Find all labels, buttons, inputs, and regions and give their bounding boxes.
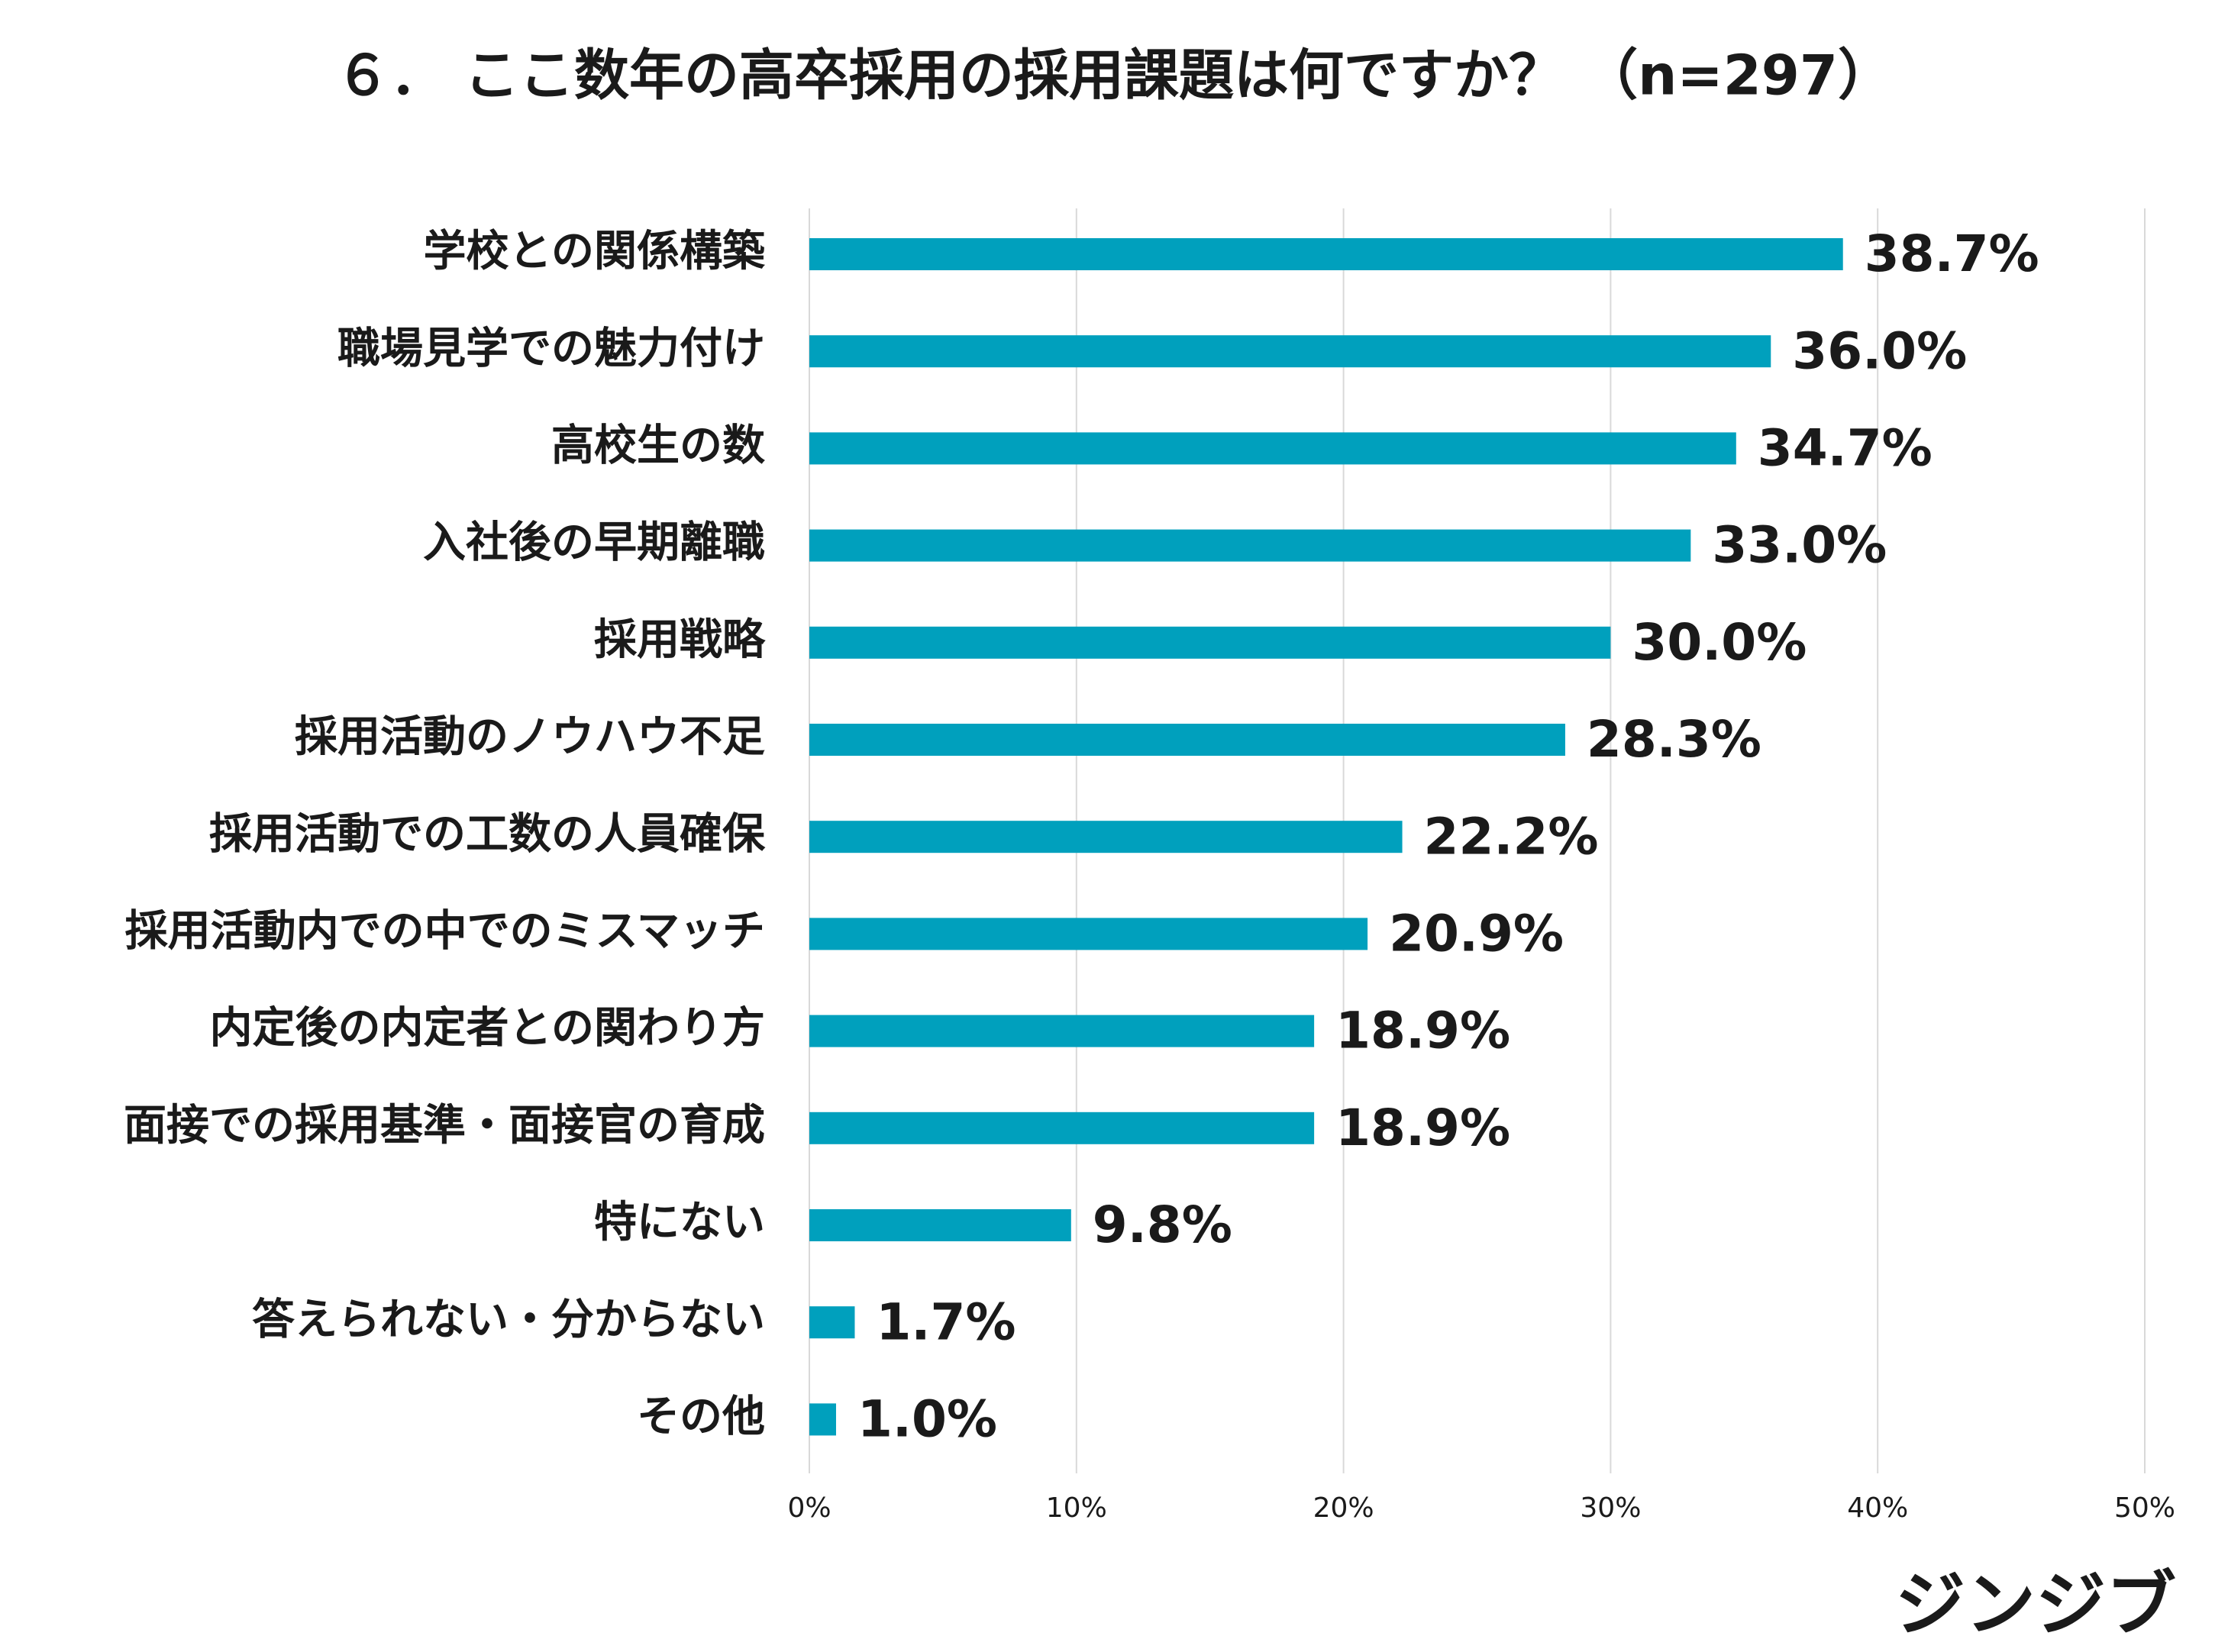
category-label: 高校生の数 <box>551 421 765 471</box>
category-label: 採用活動のノウハウ不足 <box>295 712 765 762</box>
value-label: 18.9% <box>1335 1099 1510 1157</box>
bar <box>809 724 1565 756</box>
category-label: 学校との関係構築 <box>424 227 766 276</box>
value-label: 36.0% <box>1792 321 1967 380</box>
bar <box>809 626 1611 659</box>
bar <box>809 529 1691 562</box>
bar <box>809 238 1843 270</box>
x-tick-label: 10% <box>1046 1492 1107 1524</box>
value-label: 1.0% <box>857 1389 997 1448</box>
category-label: 採用戦略 <box>594 615 766 665</box>
bar <box>809 1209 1071 1241</box>
category-label: 答えられない・分からない <box>252 1295 765 1344</box>
value-label: 22.2% <box>1424 807 1599 866</box>
value-label: 33.0% <box>1712 516 1887 575</box>
brand-logo: ジンジブ <box>1895 1563 2176 1645</box>
value-label: 1.7% <box>876 1292 1016 1351</box>
x-tick-label: 20% <box>1313 1492 1374 1524</box>
category-label: 特にない <box>594 1198 765 1247</box>
bar <box>809 1112 1315 1144</box>
chart-title: ６． ここ数年の高卒採用の採用課題は何ですか？ （n=297） <box>335 44 1893 108</box>
value-label: 34.7% <box>1758 418 1933 477</box>
category-label: 採用活動内での中でのミスマッチ <box>125 907 765 957</box>
bar <box>809 432 1736 465</box>
value-label: 9.8% <box>1093 1195 1232 1254</box>
x-tick-label: 30% <box>1580 1492 1641 1524</box>
bar <box>809 1403 836 1436</box>
value-label: 20.9% <box>1389 904 1564 963</box>
category-label: 職場見学での魅力付け <box>337 324 765 373</box>
bar <box>809 1306 855 1339</box>
bar <box>809 821 1403 853</box>
value-label: 30.0% <box>1632 613 1807 672</box>
category-label: 面接での採用基準・面接官の育成 <box>124 1101 765 1150</box>
value-label: 28.3% <box>1587 710 1761 769</box>
bar <box>809 335 1771 368</box>
category-label: 採用活動での工数の人員確保 <box>209 809 766 859</box>
x-tick-label: 0% <box>787 1492 831 1524</box>
category-label: その他 <box>637 1392 765 1442</box>
category-label: 内定後の内定者との関わり方 <box>210 1004 765 1053</box>
bar <box>809 918 1368 950</box>
category-label: 入社後の早期離職 <box>423 518 765 568</box>
x-tick-label: 50% <box>2114 1492 2175 1524</box>
value-label: 38.7% <box>1865 224 2039 283</box>
x-tick-label: 40% <box>1847 1492 1908 1524</box>
bar <box>809 1015 1315 1047</box>
value-label: 18.9% <box>1335 1002 1510 1060</box>
